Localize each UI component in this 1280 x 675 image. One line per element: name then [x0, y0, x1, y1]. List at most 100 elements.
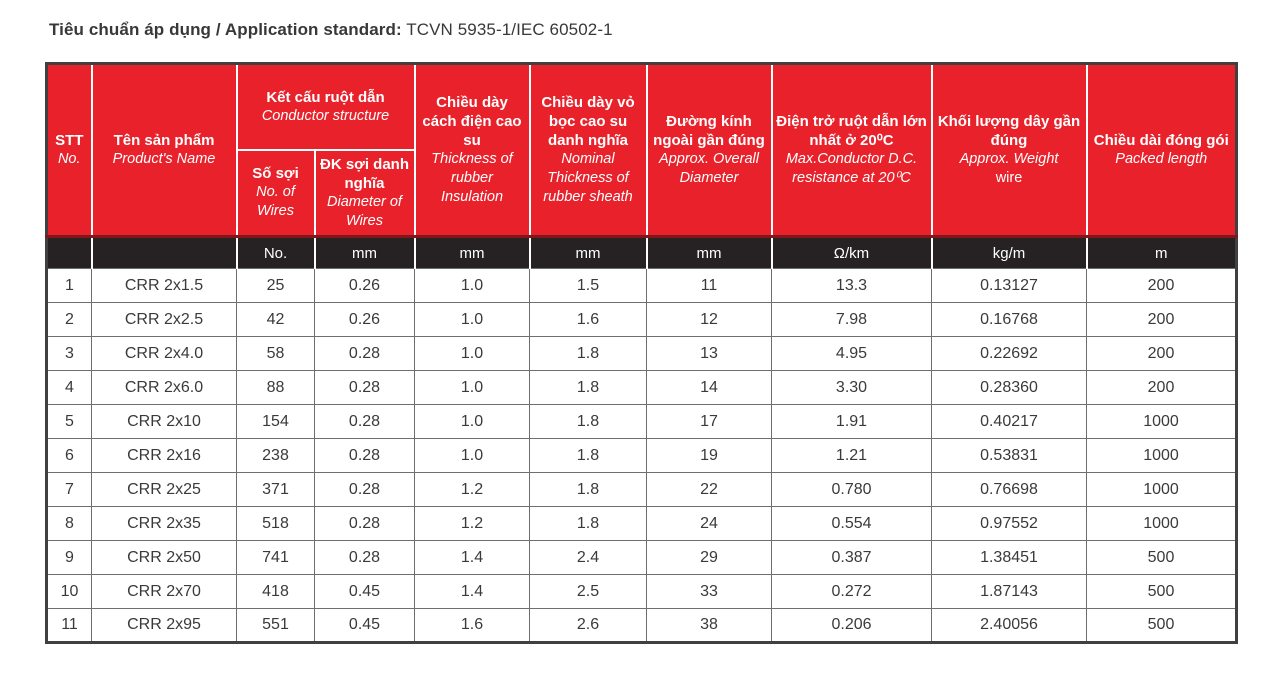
cell-sheath-thickness: 1.5: [529, 268, 647, 303]
cell-overall-diameter: 11: [646, 268, 772, 303]
cell-wire-diameter: 0.28: [314, 506, 415, 541]
cell-product-name: CRR 2x6.0: [91, 370, 237, 405]
cell-insulation-thickness: 1.2: [414, 472, 530, 507]
cell-insulation-thickness: 1.0: [414, 370, 530, 405]
cell-overall-diameter: 33: [646, 574, 772, 609]
cell-weight: 1.87143: [931, 574, 1087, 609]
cell-dc-resistance: 13.3: [771, 268, 932, 303]
cell-packed-length: 1000: [1086, 404, 1237, 439]
cell-overall-diameter: 12: [646, 302, 772, 337]
cell-no-of-wires: 154: [236, 404, 315, 439]
cell-stt: 2: [46, 302, 92, 337]
col-header-product-name: Tên sản phẩm Product's Name: [90, 63, 237, 237]
table-row: 2 CRR 2x2.5 42 0.26 1.0 1.6 12 7.98 0.16…: [46, 302, 1237, 337]
cell-stt: 11: [46, 608, 92, 643]
cell-packed-length: 200: [1086, 336, 1237, 371]
col-header-packed-length: Chiều dài đóng gói Packed length: [1085, 63, 1237, 237]
cell-product-name: CRR 2x1.5: [91, 268, 237, 303]
unit-overall-diameter: mm: [645, 235, 772, 269]
table-row: 4 CRR 2x6.0 88 0.28 1.0 1.8 14 3.30 0.28…: [46, 370, 1237, 405]
cell-weight: 0.16768: [931, 302, 1087, 337]
cell-weight: 0.97552: [931, 506, 1087, 541]
cell-stt: 8: [46, 506, 92, 541]
spec-table: STT No. Tên sản phẩm Product's Name Kết …: [45, 62, 1238, 644]
cell-sheath-thickness: 1.8: [529, 438, 647, 473]
cell-dc-resistance: 7.98: [771, 302, 932, 337]
col-header-stt: STT No.: [46, 63, 92, 237]
cell-weight: 0.53831: [931, 438, 1087, 473]
cell-insulation-thickness: 1.6: [414, 608, 530, 643]
cell-packed-length: 200: [1086, 370, 1237, 405]
cell-stt: 1: [46, 268, 92, 303]
col-header-weight-en2: wire: [995, 170, 1023, 186]
table-row: 10 CRR 2x70 418 0.45 1.4 2.5 33 0.272 1.…: [46, 574, 1237, 609]
page-title: Tiêu chuẩn áp dụng / Application standar…: [49, 20, 613, 40]
cell-weight: 0.28360: [931, 370, 1087, 405]
table-row: 7 CRR 2x25 371 0.28 1.2 1.8 22 0.780 0.7…: [46, 472, 1237, 507]
col-header-wire-diameter-en: Diameter of Wires: [327, 193, 402, 229]
table-row: 6 CRR 2x16 238 0.28 1.0 1.8 19 1.21 0.53…: [46, 438, 1237, 473]
table-row: 8 CRR 2x35 518 0.28 1.2 1.8 24 0.554 0.9…: [46, 506, 1237, 541]
cell-wire-diameter: 0.28: [314, 404, 415, 439]
cell-insulation-thickness: 1.0: [414, 438, 530, 473]
col-header-wire-diameter: ĐK sợi danh nghĩa Diameter of Wires: [313, 149, 415, 237]
cell-sheath-thickness: 2.6: [529, 608, 647, 643]
cell-weight: 1.38451: [931, 540, 1087, 575]
cell-wire-diameter: 0.45: [314, 574, 415, 609]
cell-product-name: CRR 2x4.0: [91, 336, 237, 371]
col-header-weight: Khối lượng dây gần đúng Approx. Weight w…: [930, 63, 1087, 237]
cell-wire-diameter: 0.26: [314, 268, 415, 303]
table-row: 11 CRR 2x95 551 0.45 1.6 2.6 38 0.206 2.…: [46, 608, 1237, 643]
col-header-insulation-thickness: Chiều dày cách điện cao su Thickness of …: [413, 63, 530, 237]
cell-sheath-thickness: 2.5: [529, 574, 647, 609]
col-header-wire-diameter-vi: ĐK sợi danh nghĩa: [319, 155, 409, 192]
cell-dc-resistance: 0.780: [771, 472, 932, 507]
cell-weight: 0.22692: [931, 336, 1087, 371]
unit-no-of-wires: No.: [235, 235, 315, 269]
cell-product-name: CRR 2x16: [91, 438, 237, 473]
col-header-sheath-thickness-vi: Chiều dày vỏ bọc cao su danh nghĩa: [541, 94, 635, 149]
cell-overall-diameter: 19: [646, 438, 772, 473]
cell-no-of-wires: 88: [236, 370, 315, 405]
col-header-overall-diameter-en: Approx. Overall Diameter: [659, 151, 759, 186]
unit-stt: [46, 235, 92, 269]
cell-product-name: CRR 2x70: [91, 574, 237, 609]
col-header-conductor-structure-en: Conductor structure: [261, 107, 390, 124]
cell-product-name: CRR 2x25: [91, 472, 237, 507]
cell-weight: 0.76698: [931, 472, 1087, 507]
cell-overall-diameter: 22: [646, 472, 772, 507]
col-header-stt-en: No.: [57, 151, 81, 167]
cell-weight: 2.40056: [931, 608, 1087, 643]
col-header-product-name-en: Product's Name: [112, 151, 216, 167]
cell-wire-diameter: 0.26: [314, 302, 415, 337]
col-header-insulation-thickness-vi: Chiều dày cách điện cao su: [422, 94, 522, 149]
col-header-packed-length-en: Packed length: [1115, 151, 1208, 167]
cell-packed-length: 200: [1086, 268, 1237, 303]
cell-dc-resistance: 3.30: [771, 370, 932, 405]
unit-weight: kg/m: [930, 235, 1087, 269]
cell-overall-diameter: 14: [646, 370, 772, 405]
cell-no-of-wires: 418: [236, 574, 315, 609]
cell-stt: 7: [46, 472, 92, 507]
title-value: TCVN 5935-1/IEC 60502-1: [401, 20, 613, 39]
col-header-stt-vi: STT: [55, 132, 84, 149]
col-header-weight-en: Approx. Weight: [959, 151, 1059, 167]
cell-insulation-thickness: 1.0: [414, 404, 530, 439]
unit-insulation-thickness: mm: [413, 235, 530, 269]
cell-wire-diameter: 0.28: [314, 540, 415, 575]
cell-stt: 10: [46, 574, 92, 609]
cell-wire-diameter: 0.28: [314, 472, 415, 507]
cell-dc-resistance: 4.95: [771, 336, 932, 371]
col-header-no-of-wires-en: No. of Wires: [256, 184, 295, 220]
cell-insulation-thickness: 1.0: [414, 268, 530, 303]
cell-packed-length: 500: [1086, 540, 1237, 575]
cell-no-of-wires: 518: [236, 506, 315, 541]
col-header-conductor-structure: Kết cấu ruột dẫn Conductor structure: [235, 63, 415, 151]
units-row: No. mm mm mm mm Ω/km kg/m m: [46, 235, 1237, 269]
cell-stt: 5: [46, 404, 92, 439]
cell-dc-resistance: 0.387: [771, 540, 932, 575]
cell-no-of-wires: 58: [236, 336, 315, 371]
cell-sheath-thickness: 1.8: [529, 370, 647, 405]
cell-no-of-wires: 741: [236, 540, 315, 575]
